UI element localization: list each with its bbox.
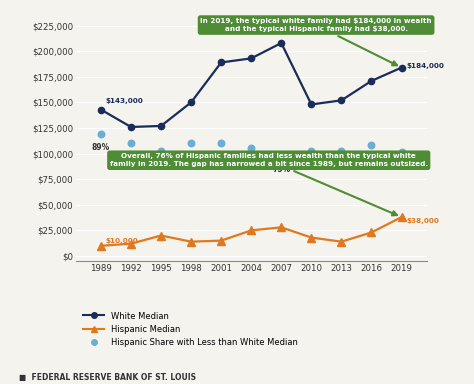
Text: $38,000: $38,000 <box>407 218 439 224</box>
Point <box>97 131 105 137</box>
Text: 80%: 80% <box>242 157 260 166</box>
Text: 78%: 78% <box>332 159 351 168</box>
Legend: White Median, Hispanic Median, Hispanic Share with Less than White Median: White Median, Hispanic Median, Hispanic … <box>80 308 301 350</box>
Point <box>127 140 135 146</box>
Text: $184,000: $184,000 <box>407 63 445 68</box>
Point <box>308 147 315 154</box>
Text: 89%: 89% <box>92 143 110 152</box>
Text: 79%: 79% <box>302 159 320 168</box>
Point <box>368 142 375 149</box>
Text: $10,000: $10,000 <box>106 238 139 244</box>
Point <box>218 140 225 146</box>
Text: 78%: 78% <box>152 159 170 168</box>
Point <box>187 140 195 146</box>
Text: 83%: 83% <box>212 152 230 161</box>
Text: 76%: 76% <box>392 160 410 169</box>
Text: In 2019, the typical white family had $184,000 in wealth
and the typical Hispani: In 2019, the typical white family had $1… <box>201 18 432 65</box>
Text: 81%: 81% <box>362 154 381 163</box>
Text: 75%: 75% <box>272 166 291 174</box>
Point <box>277 154 285 160</box>
Text: $143,000: $143,000 <box>106 98 144 104</box>
Text: 82%: 82% <box>182 152 200 161</box>
Text: Overall, 76% of Hispanic families had less wealth than the typical white
family : Overall, 76% of Hispanic families had le… <box>109 153 428 215</box>
Point <box>247 146 255 152</box>
Point <box>398 149 405 155</box>
Point <box>157 147 165 154</box>
Point <box>337 147 345 154</box>
Text: 82%: 82% <box>122 152 140 161</box>
Text: ■  FEDERAL RESERVE BANK OF ST. LOUIS: ■ FEDERAL RESERVE BANK OF ST. LOUIS <box>19 373 196 382</box>
